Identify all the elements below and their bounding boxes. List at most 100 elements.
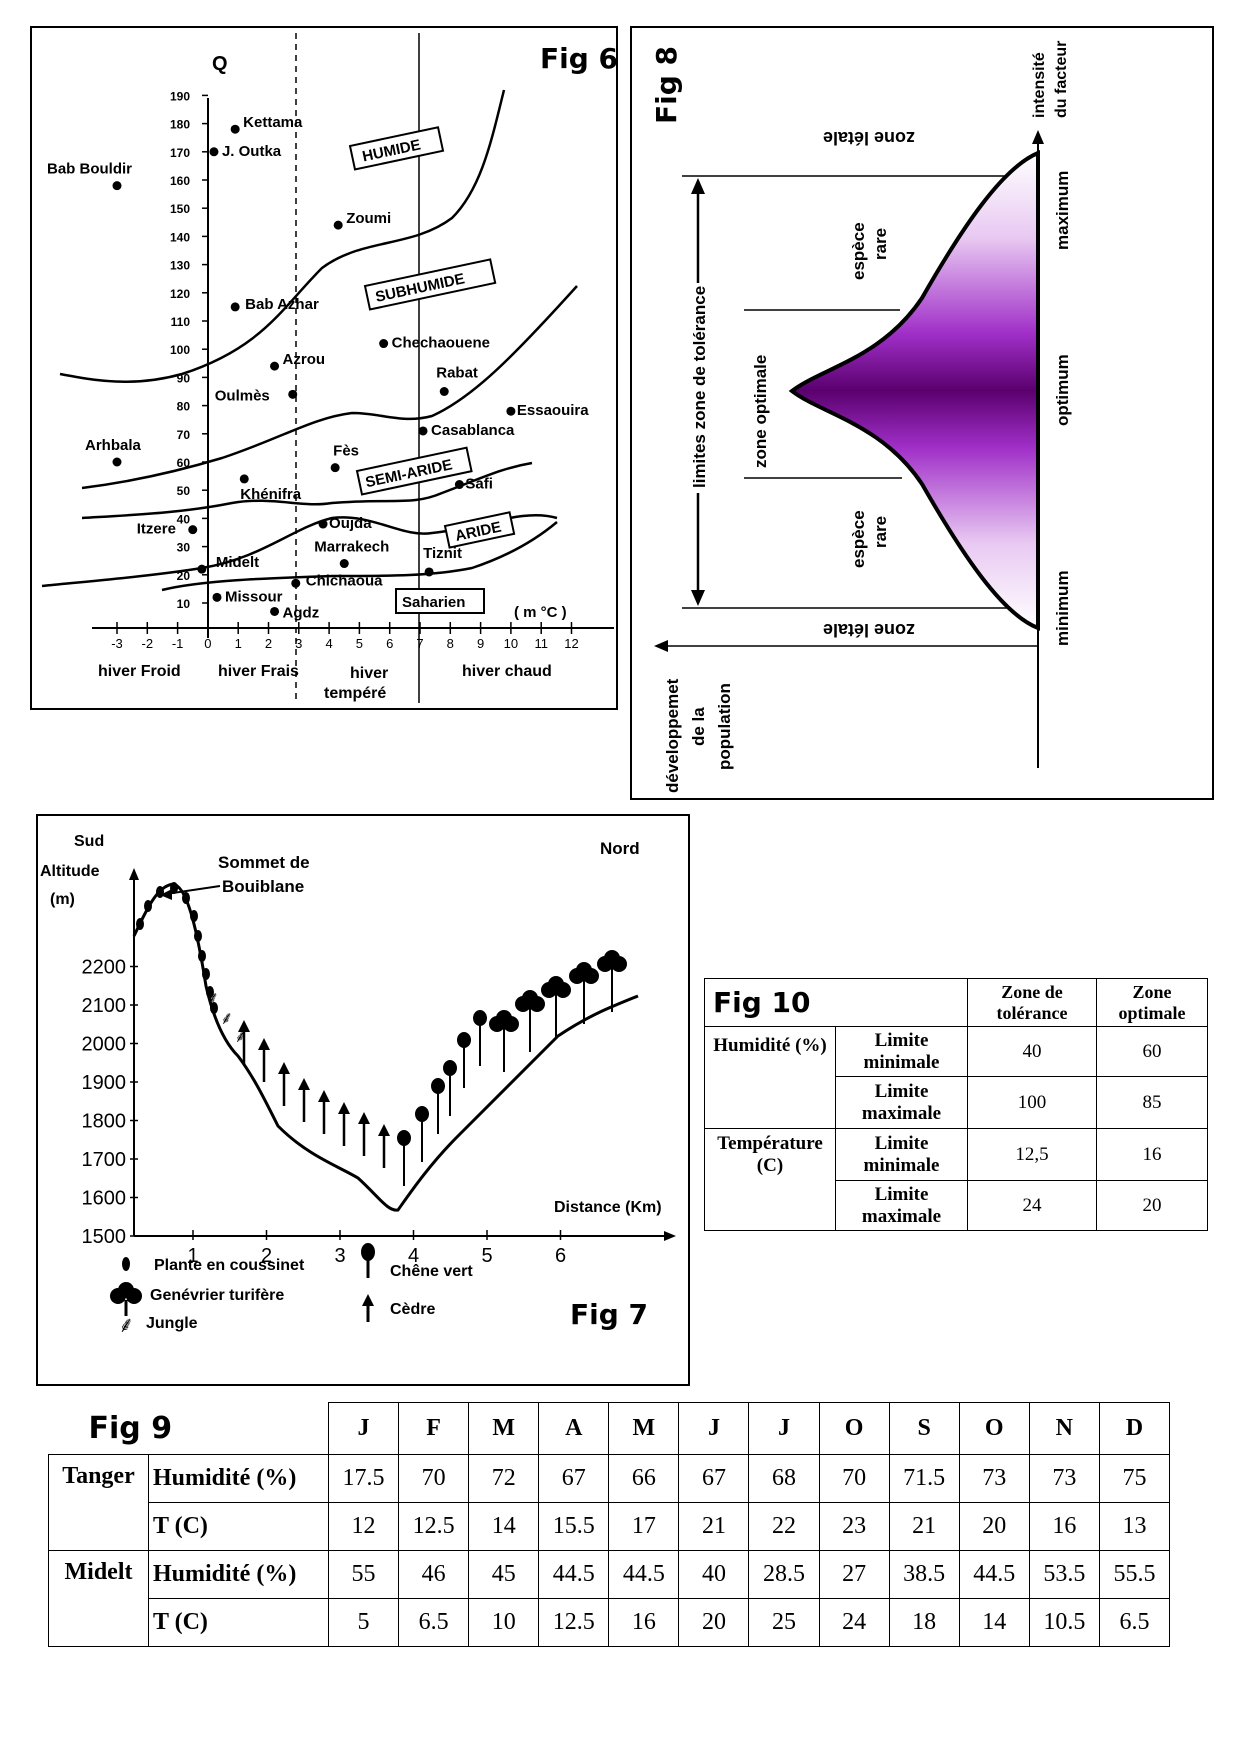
fig6-title: Fig 6: [540, 42, 616, 75]
station-marker: [291, 578, 301, 588]
fig6-x-tick-label: -1: [172, 636, 184, 651]
fig7-y-tick-label: 2200: [82, 957, 127, 979]
fig9-cell: 6.5: [1098, 1598, 1171, 1647]
fig7-x-tick-label: 1: [187, 1245, 198, 1267]
fig7-summit-2: Bouiblane: [222, 877, 304, 896]
fig9-cell: 24: [818, 1598, 890, 1647]
fig9-row-label: T (C): [147, 1598, 330, 1647]
station-label: Oujda: [329, 515, 372, 532]
chene-vert: [431, 1078, 445, 1094]
fig7-y-tick-label: 1900: [82, 1072, 127, 1094]
fig9-cell: 67: [678, 1454, 750, 1503]
cushion-plant: [182, 892, 190, 904]
fig9-cell: 18: [888, 1598, 960, 1647]
fig9-month-header: J: [328, 1402, 400, 1455]
fig10-factor: [704, 1076, 836, 1129]
fig9-cell: 13: [1098, 1502, 1171, 1551]
station-marker: [439, 387, 449, 396]
fig6-y-tick-label: 80: [177, 400, 191, 414]
cushion-plant: [206, 986, 214, 998]
fig7-y-tick-label: 2100: [82, 995, 127, 1017]
fig6-x-tick-label: 10: [504, 636, 518, 651]
fig9-cell: 17.5: [328, 1454, 400, 1503]
fig6-zone-saharien: Saharien: [395, 588, 485, 614]
fig6-boundary-subhumide: [81, 285, 578, 490]
cushion-plant: [194, 930, 202, 942]
fig10-opt-value: 16: [1096, 1128, 1208, 1181]
fig10-tol-value: 100: [967, 1076, 1097, 1129]
fig6-winter-tempere1: hiver: [350, 665, 388, 682]
fig8-optimum: optimum: [1053, 354, 1072, 426]
cushion-plant: [202, 968, 210, 980]
fig6-y-tick-label: 110: [171, 315, 191, 329]
fig9-cell: 12.5: [538, 1598, 610, 1647]
station-label: Khénifra: [240, 486, 302, 503]
station-label: J. Outka: [222, 143, 282, 160]
fig9-cell: 40: [678, 1550, 750, 1599]
fig8-zone-letale-bottom: zone létale: [823, 620, 915, 640]
fig9-cell: 70: [398, 1454, 470, 1503]
cushion-plant: [190, 910, 198, 922]
fig6-y-tick-label: 160: [170, 174, 190, 188]
fig6-y-tick-label: 70: [177, 428, 191, 442]
fig9-cell: 55.5: [1098, 1550, 1171, 1599]
fig9-cell: 70: [818, 1454, 890, 1503]
fig9-month-header: F: [398, 1402, 470, 1455]
fig8-title: Fig 8: [650, 46, 683, 124]
fig6-y-tick-label: 120: [170, 287, 190, 301]
fig9-cell: 20: [678, 1598, 750, 1647]
fig6-x-unit: ( m °C ): [514, 604, 567, 621]
fig6-y-tick-label: 30: [177, 541, 191, 555]
fig9-row: Midelt Humidité (%) 55 46 45 44.5 44.5 40 28.5 27…: [48, 1550, 1171, 1599]
fig6-x-tick-label: -3: [111, 636, 123, 651]
fig6-zone-semiaride: SEMI-ARIDE: [355, 446, 473, 496]
fig6-y-tick-label: 40: [177, 512, 191, 526]
station-marker: [212, 592, 222, 602]
fig9-month-header: S: [888, 1402, 960, 1455]
fig7-y-tick-label: 1700: [82, 1149, 127, 1171]
fig10-factor: [704, 1180, 836, 1231]
jungle-mark: ⸙: [206, 988, 220, 1008]
station-label: Zoumi: [346, 210, 391, 227]
fig6-q-label: Q: [212, 53, 228, 75]
svg-text:Saharien: Saharien: [402, 594, 465, 611]
fig6-y-tick-label: 50: [177, 484, 191, 498]
fig10-tol-value: 24: [967, 1180, 1097, 1231]
fig9-cell: 75: [1098, 1454, 1171, 1503]
fig7-y-tick-label: 2000: [82, 1034, 127, 1056]
svg-text:Cèdre: Cèdre: [390, 1301, 435, 1318]
fig9-month-header: N: [1028, 1402, 1100, 1455]
fig10-title: Fig 10: [704, 978, 968, 1027]
fig6-winter-tempere2: tempéré: [324, 685, 386, 702]
fig6-x-tick-label: 3: [295, 636, 302, 651]
fig10-limit: Limite minimale: [835, 1026, 968, 1077]
fig9-city: [48, 1502, 149, 1551]
fig7-nord: Nord: [600, 839, 640, 858]
fig10-limit: Limite maximale: [835, 1076, 968, 1129]
station-label: Bab Bouldir: [47, 161, 132, 178]
fig9-row: Tanger Humidité (%) 17.5 70 72 67 66 67 68 70 71.5…: [48, 1454, 1171, 1503]
fig8-limites-label: limites zone de tolérance: [690, 286, 709, 488]
fig9-cell: 12: [328, 1502, 400, 1551]
fig8-intensite: intensité: [1031, 52, 1048, 118]
fig10-opt-value: 20: [1096, 1180, 1208, 1231]
fig9-month-header: D: [1098, 1402, 1171, 1455]
station-label: Itzere: [137, 521, 176, 538]
fig6-y-tick-label: 10: [177, 597, 191, 611]
station-marker: [379, 339, 389, 349]
fig8-panel: Fig 8 limites zone de tolérance intensit…: [630, 26, 1214, 800]
fig9-city: Midelt: [48, 1550, 149, 1599]
fig7-x-tick-label: 5: [481, 1245, 492, 1267]
chene-vert: [415, 1106, 429, 1122]
fig9-cell: 73: [1028, 1454, 1100, 1503]
fig9-cell: 71.5: [888, 1454, 960, 1503]
fig9-cell: 28.5: [748, 1550, 820, 1599]
station-label: Essaouira: [517, 402, 589, 419]
fig6-y-tick-label: 180: [170, 118, 190, 132]
station-marker: [188, 525, 198, 535]
fig6-x-tick-label: 12: [564, 636, 578, 651]
fig10-table: Fig 10 Zone de tolérance Zone optimale H…: [704, 978, 1208, 1231]
fig8-zone-letale-top: zone létale: [823, 128, 915, 148]
fig8-minimum: minimum: [1053, 570, 1072, 646]
station-marker: [112, 457, 122, 467]
